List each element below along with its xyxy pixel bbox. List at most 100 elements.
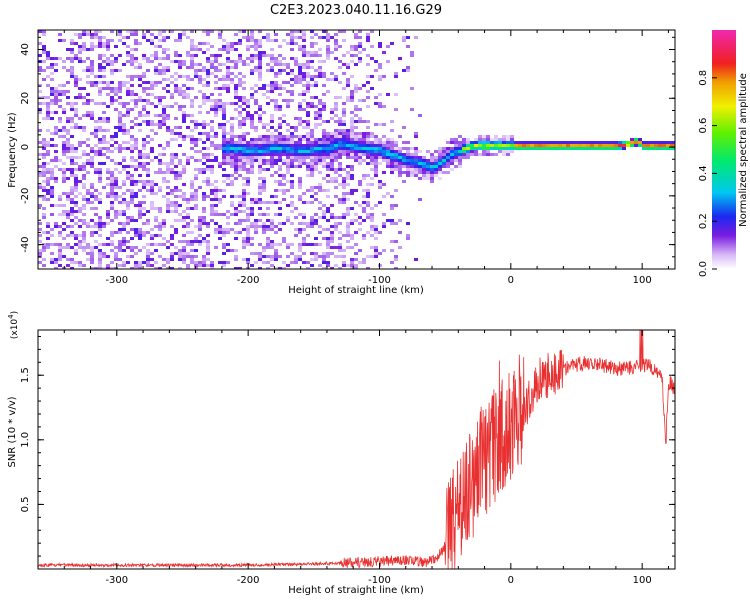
spectrogram-cell	[246, 225, 250, 228]
spectrogram-cell	[334, 168, 338, 171]
spectrogram-cell	[162, 237, 166, 240]
spectrogram-cell	[142, 261, 146, 264]
spectrogram-cell	[130, 189, 134, 192]
spectrogram-cell	[150, 60, 154, 63]
spectrogram-cell	[338, 243, 342, 246]
spectrogram-cell	[430, 174, 434, 177]
spectrogram-cell	[334, 195, 338, 198]
spectrogram-cell	[230, 174, 234, 177]
spectrogram-cell	[58, 117, 62, 120]
spectrogram-cell	[218, 144, 222, 147]
spectrogram-cell	[74, 189, 78, 192]
spectrogram-cell	[158, 57, 162, 60]
spectrogram-cell	[158, 207, 162, 210]
spectrogram-cell	[342, 249, 346, 252]
spectrogram-cell	[370, 177, 374, 180]
spectrogram-cell	[338, 150, 342, 153]
spectrogram-cell	[230, 45, 234, 48]
spectrogram-cell	[210, 105, 214, 108]
spectrogram-cell	[314, 243, 318, 246]
colorbar-tick-label: 0.0	[698, 261, 709, 277]
spectrogram-cell	[150, 237, 154, 240]
spectrogram-cell	[90, 117, 94, 120]
spectrogram-cell	[150, 150, 154, 153]
spectrogram-cell	[354, 147, 358, 150]
spectrogram-cell	[266, 168, 270, 171]
spectrogram-cell	[610, 147, 614, 150]
spectrogram-cell	[70, 168, 74, 171]
spectrogram-cell	[318, 72, 322, 75]
spectrogram-cell	[274, 201, 278, 204]
spectrogram-cell	[178, 204, 182, 207]
spectrogram-cell	[342, 150, 346, 153]
spectrogram-cell	[86, 243, 90, 246]
spectrogram-cell	[142, 165, 146, 168]
spectrogram-cell	[326, 141, 330, 144]
spectrogram-cell	[310, 105, 314, 108]
spectrogram-cell	[102, 102, 106, 105]
spectrogram-cell	[218, 213, 222, 216]
spectrogram-cell	[126, 201, 130, 204]
spectrogram-cell	[302, 93, 306, 96]
spectrogram-cell	[98, 222, 102, 225]
spectrogram-cell	[254, 150, 258, 153]
spectrogram-cell	[102, 75, 106, 78]
spectrogram-cell	[186, 126, 190, 129]
spectrogram-cell	[138, 213, 142, 216]
spectrogram-cell	[558, 147, 562, 150]
spectrogram-cell	[346, 228, 350, 231]
spectrogram-cell	[214, 180, 218, 183]
spectrogram-cell	[114, 192, 118, 195]
spectrogram-cell	[198, 75, 202, 78]
spectrogram-cell	[146, 252, 150, 255]
spectrogram-cell	[378, 147, 382, 150]
spectrogram-cell	[302, 45, 306, 48]
spectrogram-cell	[242, 96, 246, 99]
spectrogram-cell	[274, 108, 278, 111]
spectrogram-cell	[490, 141, 494, 144]
spectrogram-cell	[58, 93, 62, 96]
spectrogram-cell	[38, 195, 42, 198]
spectrogram-cell	[258, 192, 262, 195]
spectrogram-cell	[182, 111, 186, 114]
spectrogram-cell	[58, 105, 62, 108]
spectrogram-cell	[342, 111, 346, 114]
spectrogram-cell	[218, 189, 222, 192]
spectrogram-cell	[350, 129, 354, 132]
spectrogram-cell	[138, 156, 142, 159]
spectrogram-cell	[358, 156, 362, 159]
spectrogram-cell	[326, 162, 330, 165]
spectrogram-cell	[82, 231, 86, 234]
spectrogram-cell	[218, 36, 222, 39]
x-tick-label: -200	[237, 575, 260, 586]
spectrogram-cell	[350, 60, 354, 63]
spectrogram-cell	[290, 186, 294, 189]
spectrogram-cell	[322, 252, 326, 255]
spectrogram-cell	[266, 201, 270, 204]
spectrogram-cell	[130, 195, 134, 198]
spectrogram-cell	[266, 144, 270, 147]
spectrogram-cell	[250, 168, 254, 171]
spectrogram-cell	[302, 162, 306, 165]
spectrogram-cell	[202, 180, 206, 183]
spectrogram-cell	[54, 258, 58, 261]
spectrogram-cell	[78, 48, 82, 51]
spectrogram-cell	[586, 147, 590, 150]
spectrogram-cell	[302, 222, 306, 225]
spectrogram-cell	[66, 198, 70, 201]
spectrogram-cell	[150, 102, 154, 105]
spectrogram-cell	[554, 141, 558, 144]
spectrogram-cell	[86, 252, 90, 255]
spectrogram-cell	[258, 171, 262, 174]
spectrogram-cell	[214, 114, 218, 117]
spectrogram-cell	[142, 231, 146, 234]
spectrogram-cell	[58, 195, 62, 198]
spectrogram-cell	[362, 159, 366, 162]
spectrogram-cell	[346, 153, 350, 156]
spectrogram-cell	[266, 267, 270, 269]
spectrogram-cell	[126, 141, 130, 144]
spectrogram-cell	[486, 147, 490, 150]
spectrogram-cell	[442, 147, 446, 150]
spectrogram-cell	[162, 147, 166, 150]
spectrogram-cell	[318, 150, 322, 153]
